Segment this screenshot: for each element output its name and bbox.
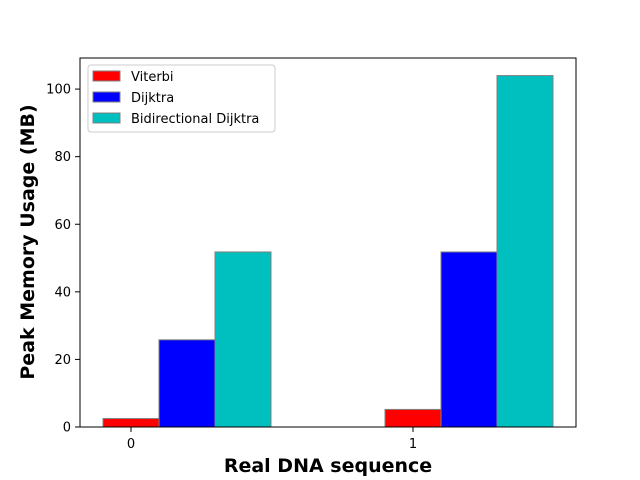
y-axis: 0 20 40 60 80 100: [46, 83, 80, 436]
legend-label: Bidirectional Dijktra: [131, 112, 259, 127]
legend-box: [87, 64, 276, 133]
y-tick-label: 20: [54, 353, 71, 368]
legend-swatch: [92, 91, 121, 103]
bars-group: [102, 75, 554, 428]
y-tick-label: 0: [63, 421, 71, 436]
legend-swatch: [92, 112, 121, 124]
bar-dijktra-1: [440, 251, 498, 428]
bar-bidirectional-dijktra-1: [496, 75, 554, 428]
legend-label: Viterbi: [131, 70, 174, 85]
bar-viterbi-0: [102, 418, 160, 428]
x-tick-label: 0: [127, 437, 135, 452]
y-tick-label: 40: [54, 285, 71, 300]
plot-frame: [79, 57, 577, 428]
legend: Viterbi Dijktra Bidirectional Dijktra: [87, 64, 276, 133]
bar-bidirectional-dijktra-0: [214, 251, 272, 428]
y-tick-label: 100: [46, 83, 71, 98]
bar-viterbi-1: [384, 408, 442, 428]
y-axis-label: Peak Memory Usage (MB): [17, 104, 39, 379]
y-tick-label: 80: [54, 150, 71, 165]
y-tick-label: 60: [54, 218, 71, 233]
bar-dijktra-0: [158, 339, 216, 428]
legend-label: Dijktra: [131, 91, 174, 106]
x-tick-label: 1: [409, 437, 417, 452]
x-axis-label: Real DNA sequence: [224, 455, 432, 477]
legend-swatch: [92, 70, 121, 82]
